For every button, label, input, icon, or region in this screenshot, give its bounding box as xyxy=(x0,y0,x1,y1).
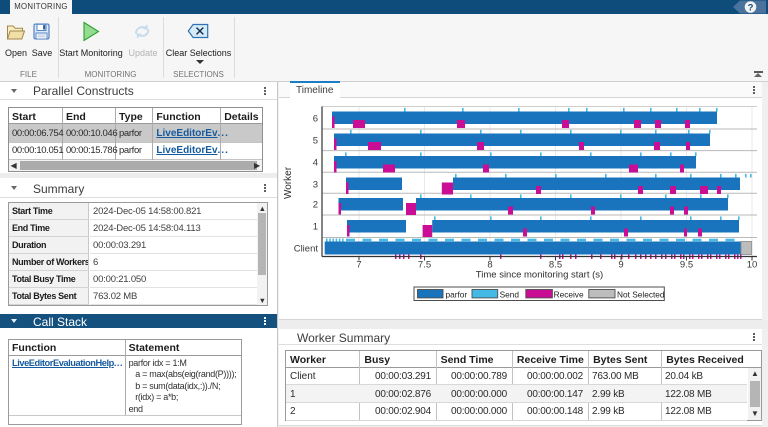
svg-text:Receive: Receive xyxy=(554,289,584,299)
svg-text:1: 1 xyxy=(313,222,318,233)
svg-text:8: 8 xyxy=(487,259,492,270)
svg-text:Send: Send xyxy=(500,289,520,299)
svg-text:8.5: 8.5 xyxy=(549,259,562,270)
svg-text:9: 9 xyxy=(618,259,623,270)
svg-text:?: ? xyxy=(748,2,754,13)
svg-text:2: 2 xyxy=(313,200,318,211)
svg-text:7: 7 xyxy=(356,259,361,270)
svg-text:Worker: Worker xyxy=(283,166,294,199)
svg-text:5: 5 xyxy=(313,135,318,146)
svg-text:10: 10 xyxy=(747,259,758,270)
svg-text:parfor: parfor xyxy=(446,289,468,299)
svg-text:6: 6 xyxy=(313,113,318,124)
svg-text:7.5: 7.5 xyxy=(418,259,431,270)
svg-text:Not Selected: Not Selected xyxy=(617,289,665,299)
svg-text:9.5: 9.5 xyxy=(680,259,693,270)
svg-text:3: 3 xyxy=(313,179,318,190)
svg-text:Time since monitoring start (s: Time since monitoring start (s) xyxy=(476,269,603,280)
svg-text:Client: Client xyxy=(294,244,319,255)
svg-text:4: 4 xyxy=(313,158,318,169)
